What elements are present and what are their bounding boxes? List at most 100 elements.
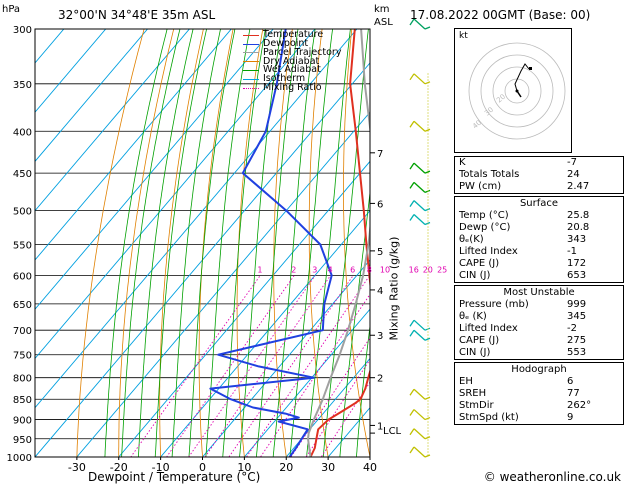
mixing-ratio-label: 16 [409, 265, 419, 274]
index-value: 9 [567, 412, 574, 423]
index-label: θₑ(K) [459, 234, 484, 245]
index-label: PW (cm) [459, 181, 502, 192]
legend-label: Dry Adiabat [263, 55, 320, 67]
km-tick-label: 7 [377, 149, 383, 160]
wind-barb [409, 329, 431, 341]
index-value: 653 [567, 270, 587, 281]
wet-adiabat [154, 29, 208, 457]
legend-item: Parcel Trajectory [243, 46, 342, 58]
index-label: StmSpd (kt) [459, 412, 519, 423]
footer-credit[interactable]: © weatheronline.co.uk [483, 470, 621, 484]
legend-label: Parcel Trajectory [263, 46, 342, 58]
mixing-ratio-line [305, 358, 370, 457]
mixing-ratio-label: 8 [367, 265, 372, 274]
pressure-tick-label: 450 [13, 169, 32, 180]
basic-indices: K -7 Totals Totals 24 PW (cm) 2.47 [454, 156, 624, 194]
asl-label: ASL [374, 17, 393, 28]
dry-adiabat [343, 29, 370, 457]
index-row: Temp (°C) 25.8 [455, 210, 623, 222]
index-row: Dewp (°C) 20.8 [455, 222, 623, 234]
mixing-ratio-label: 2 [291, 265, 296, 274]
km-label: km [374, 4, 390, 15]
index-label: CAPE (J) [459, 335, 500, 346]
legend-item: Mixing Ratio [243, 83, 341, 93]
index-value: 77 [567, 388, 580, 399]
pressure-tick-label: 900 [13, 416, 32, 427]
isotherm [35, 29, 149, 163]
index-row: θₑ (K) 345 [455, 311, 623, 323]
wet-adiabat [121, 29, 181, 457]
index-value: -2 [567, 323, 577, 334]
isotherm [35, 29, 107, 113]
isotherm [201, 259, 370, 457]
index-value: 2.47 [567, 181, 590, 192]
wet-adiabat [322, 29, 369, 457]
index-value: 6 [567, 376, 574, 387]
mixing-ratio-line [204, 275, 331, 457]
lcl-label: LCL [383, 426, 402, 437]
index-value: 275 [567, 335, 587, 346]
hodo-origin [515, 89, 519, 93]
pressure-tick-label: 750 [13, 351, 32, 362]
surface-title: Surface [519, 198, 559, 209]
pressure-tick-label: 350 [13, 80, 32, 91]
dry-adiabat [409, 0, 459, 474]
index-row: Lifted Index -1 [455, 246, 623, 258]
index-label: Lifted Index [459, 323, 518, 334]
pressure-tick-label: 1000 [7, 453, 32, 464]
km-tick-label: 5 [377, 247, 383, 258]
legend-swatch [243, 43, 259, 45]
index-row: K -7 [455, 157, 623, 169]
index-row: Pressure (mb) 999 [455, 299, 623, 311]
dry-adiabat [159, 29, 204, 457]
dry-adiabat [198, 29, 234, 457]
wet-adiabat [272, 29, 316, 457]
wind-barb [409, 181, 431, 193]
wind-barb [409, 18, 431, 30]
mixing-ratio-line [166, 275, 295, 457]
isotherm [35, 29, 274, 310]
index-label: Lifted Index [459, 246, 518, 257]
wind-barb [409, 73, 431, 85]
temp-tick-label: 40 [363, 461, 377, 474]
index-row: StmDir 262° [455, 400, 623, 412]
index-value: 999 [567, 299, 587, 310]
most-unstable-box: Most Unstable Pressure (mb) 999 θₑ (K) 345 L… [454, 285, 624, 360]
km-tick-label: 6 [377, 199, 383, 210]
index-row: CAPE (J) 275 [455, 335, 623, 347]
index-label: CIN (J) [459, 270, 491, 281]
wind-barb [409, 200, 431, 212]
temp-tick-label: -30 [68, 461, 86, 474]
mixing-ratio-line [130, 275, 261, 457]
index-label: θₑ (K) [459, 311, 487, 322]
profile-dewpoint [209, 29, 333, 457]
hodograph: 20 30 40 kt [454, 28, 572, 153]
pressure-tick-label: 500 [13, 207, 32, 218]
wet-adiabat [222, 29, 266, 457]
legend-label: Dewpoint [263, 37, 309, 49]
chart-legend: Temperature Dewpoint Parcel Trajectory Dry … [243, 30, 342, 93]
wind-barb [409, 409, 431, 421]
hodo-ring-20: 20 [495, 93, 507, 105]
mixing-ratio-label: 25 [437, 265, 447, 274]
wind-barb [409, 319, 431, 331]
legend-swatch [243, 34, 259, 36]
wet-adiabat [255, 29, 299, 457]
temp-tick-label: -10 [152, 461, 170, 474]
temp-tick-label: 10 [237, 461, 251, 474]
hodo-trace [514, 63, 530, 92]
legend-swatch [243, 78, 259, 80]
index-label: Temp (°C) [459, 210, 509, 221]
legend-item: Isotherm [243, 74, 341, 84]
temp-tick-label: 0 [199, 461, 206, 474]
index-panel: K -7 Totals Totals 24 PW (cm) 2.47 Surface Te… [454, 156, 624, 427]
wet-adiabat [188, 29, 236, 457]
legend-item: Temperature [243, 30, 341, 40]
index-value: 25.8 [567, 210, 590, 221]
mixing-ratio-label: 6 [350, 265, 355, 274]
index-label: Pressure (mb) [459, 299, 529, 310]
index-row: CAPE (J) 172 [455, 258, 623, 270]
profile-parcel-trajectory [307, 29, 370, 457]
mixing-ratio-label: 1 [257, 265, 262, 274]
index-row: Lifted Index -2 [455, 323, 623, 335]
